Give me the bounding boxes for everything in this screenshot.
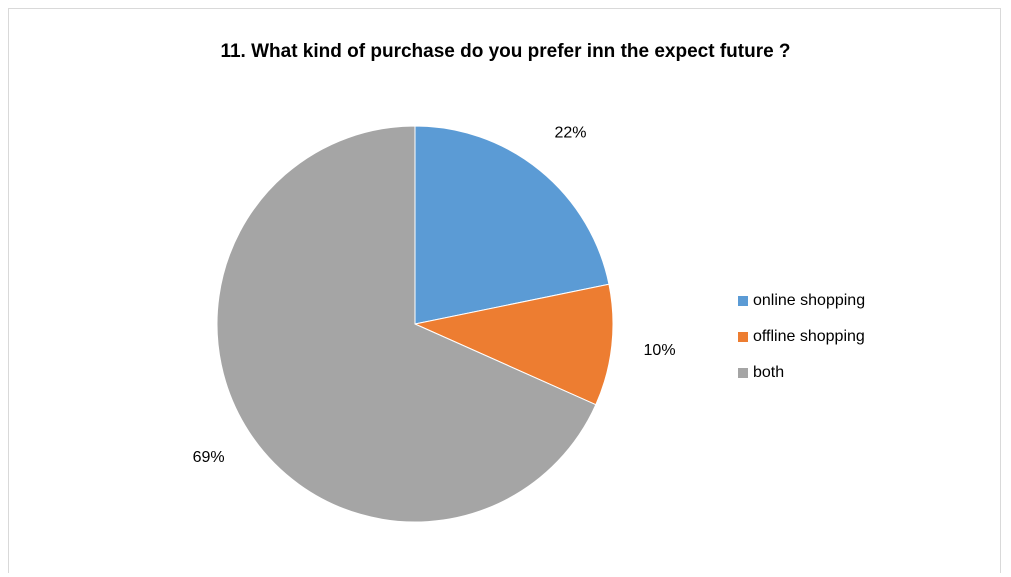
legend: online shopping offline shopping both [738,290,865,398]
legend-swatch-offline-shopping [738,331,748,342]
data-label-offline-shopping: 10% [644,342,676,359]
legend-label-online-shopping: online shopping [753,291,866,309]
pie-slice-both [216,125,597,523]
data-label-both: 69% [193,449,225,466]
legend-swatch-both [738,367,748,378]
legend-item-offline-shopping: offline shopping [738,326,865,347]
chart-title: 11. What kind of purchase do you prefer … [220,41,791,62]
legend-item-both: both [738,362,865,383]
pie-slice-offline-shopping [413,283,614,406]
pie-slice-online-shopping [414,125,610,325]
legend-item-online-shopping: online shopping [738,290,865,311]
legend-swatch-online-shopping [738,295,748,306]
legend-label-both: both [753,363,785,381]
data-label-online-shopping: 22% [554,125,586,142]
legend-label-offline-shopping: offline shopping [753,327,865,345]
